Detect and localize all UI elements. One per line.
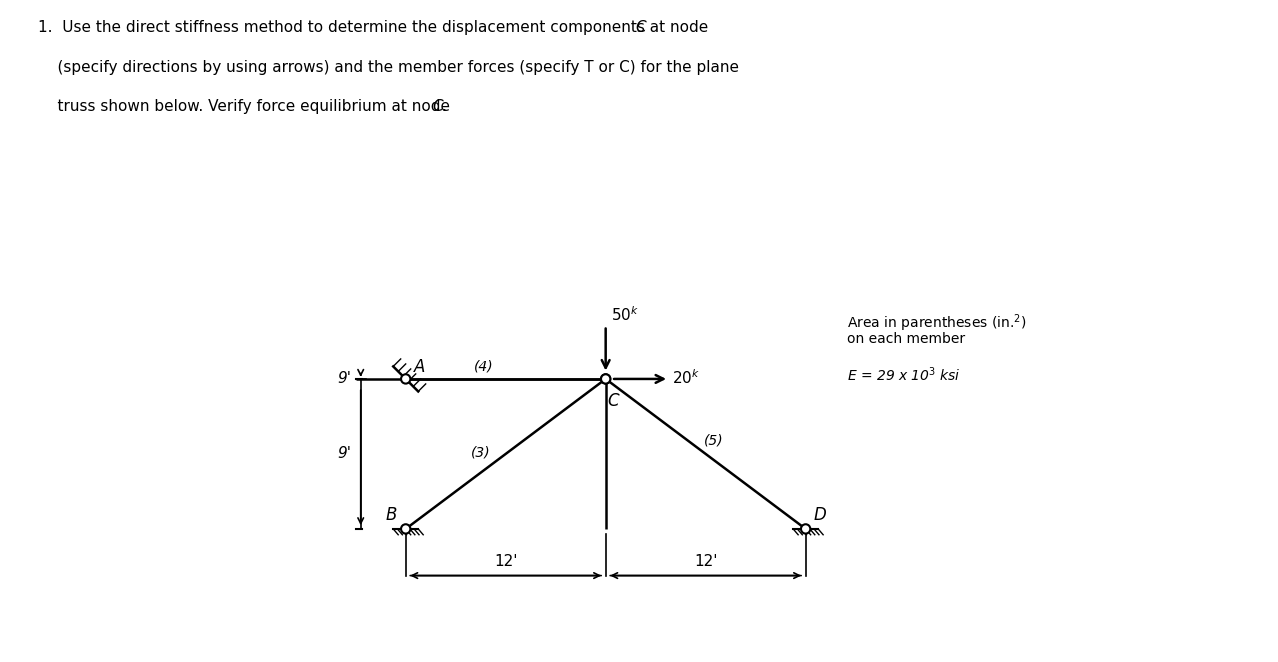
Text: truss shown below. Verify force equilibrium at node: truss shown below. Verify force equilibr… (38, 99, 455, 115)
Circle shape (401, 524, 410, 534)
Text: (3): (3) (470, 446, 491, 459)
Text: (4): (4) (474, 360, 493, 374)
Circle shape (401, 374, 410, 383)
Circle shape (601, 374, 611, 383)
Text: 50$^k$: 50$^k$ (611, 305, 639, 324)
Text: 12': 12' (694, 554, 717, 569)
Text: (specify directions by using arrows) and the member forces (specify T or C) for : (specify directions by using arrows) and… (38, 60, 740, 75)
Text: 9': 9' (337, 371, 351, 387)
Circle shape (801, 524, 810, 534)
Text: C.: C. (432, 99, 447, 115)
Text: 12': 12' (493, 554, 518, 569)
Text: C: C (607, 393, 619, 410)
Text: Area in parentheses (in.$^2$): Area in parentheses (in.$^2$) (847, 312, 1028, 334)
Text: on each member: on each member (847, 332, 965, 346)
Circle shape (601, 374, 611, 383)
Text: 9': 9' (337, 446, 351, 461)
Text: 20$^k$: 20$^k$ (672, 368, 700, 387)
Text: 1.  Use the direct stiffness method to determine the displacement components at : 1. Use the direct stiffness method to de… (38, 20, 713, 35)
Text: (5): (5) (704, 433, 723, 448)
Text: C: C (636, 20, 647, 35)
Text: A: A (414, 357, 426, 375)
Text: $E$ = 29 x 10$^3$ ksi: $E$ = 29 x 10$^3$ ksi (847, 365, 961, 384)
Text: B: B (386, 506, 397, 524)
Text: D: D (814, 506, 827, 524)
